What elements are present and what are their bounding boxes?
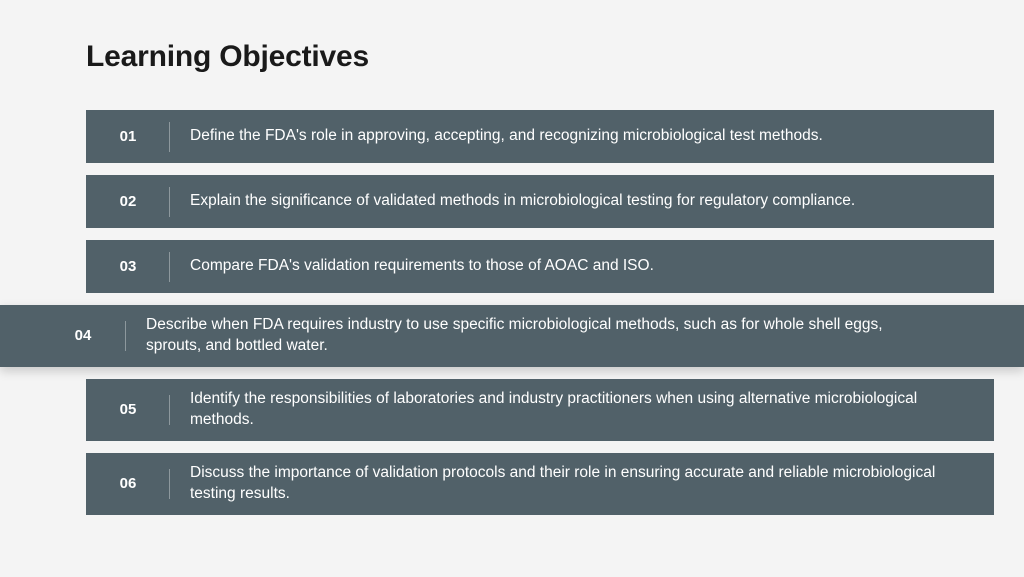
list-item: 06 Discuss the importance of validation …	[86, 453, 994, 515]
item-text: Explain the significance of validated me…	[170, 191, 855, 212]
list-item-highlighted: 04 Describe when FDA requires industry t…	[0, 305, 1024, 367]
item-text: Define the FDA's role in approving, acce…	[170, 126, 823, 147]
item-number: 06	[86, 475, 170, 492]
item-text: Compare FDA's validation requirements to…	[170, 256, 654, 277]
list-item: 03 Compare FDA's validation requirements…	[86, 240, 994, 293]
item-text: Identify the responsibilities of laborat…	[170, 389, 950, 431]
objectives-list: 01 Define the FDA's role in approving, a…	[0, 110, 1024, 515]
item-number: 02	[86, 193, 170, 210]
list-item: 02 Explain the significance of validated…	[86, 175, 994, 228]
item-number: 04	[0, 327, 126, 344]
page-title: Learning Objectives	[86, 40, 1024, 74]
slide: Learning Objectives 01 Define the FDA's …	[0, 0, 1024, 577]
list-item: 05 Identify the responsibilities of labo…	[86, 379, 994, 441]
list-item: 01 Define the FDA's role in approving, a…	[86, 110, 994, 163]
item-number: 05	[86, 401, 170, 418]
item-text: Describe when FDA requires industry to u…	[126, 315, 906, 357]
item-text: Discuss the importance of validation pro…	[170, 463, 950, 505]
item-number: 03	[86, 258, 170, 275]
item-number: 01	[86, 128, 170, 145]
